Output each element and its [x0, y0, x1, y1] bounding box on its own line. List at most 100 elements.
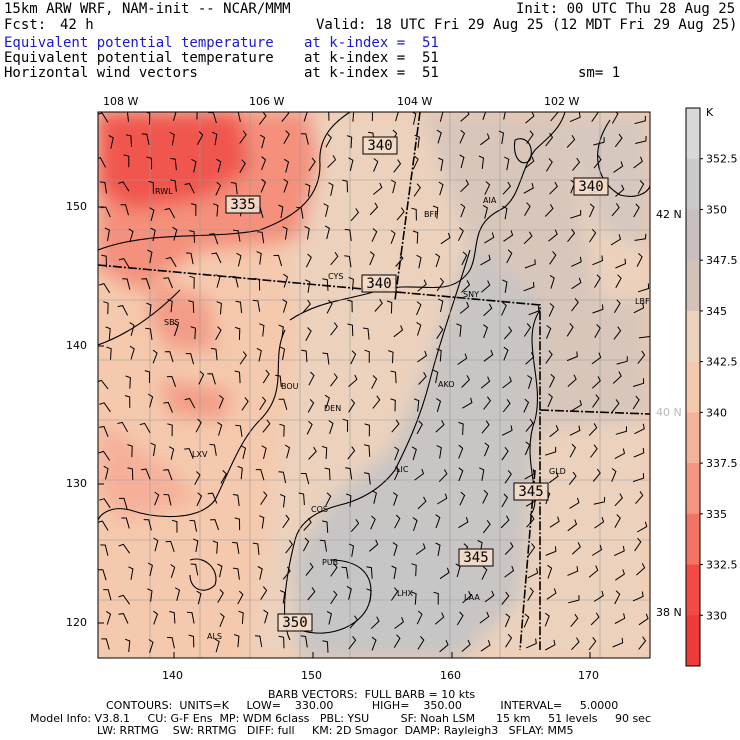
wind-barb — [372, 395, 381, 409]
colorbar-label: 350 — [706, 203, 727, 216]
wind-barb — [484, 590, 495, 603]
wind-barb — [414, 134, 420, 149]
wind-barb — [348, 398, 356, 413]
wind-barb — [568, 471, 577, 486]
contour-label-340: 340 — [362, 136, 398, 155]
wind-barb — [262, 419, 271, 433]
wind-barb — [525, 418, 534, 432]
wind-barb — [461, 251, 468, 266]
wind-barb — [634, 537, 642, 552]
wind-barb — [526, 130, 534, 144]
wind-barb — [569, 425, 581, 436]
wind-barb — [163, 277, 173, 289]
wind-barb — [483, 396, 492, 410]
wind-barb — [98, 520, 109, 531]
wind-barb — [348, 157, 354, 172]
wind-barb — [278, 398, 288, 410]
colorbar-segment — [686, 361, 700, 413]
wind-barb — [279, 346, 286, 360]
wind-barb — [544, 204, 554, 217]
wind-barb — [568, 595, 580, 604]
wind-barb — [394, 617, 405, 629]
wind-barb — [416, 301, 422, 316]
wind-barb — [502, 205, 508, 220]
wind-barb — [173, 322, 179, 337]
wind-barb — [461, 639, 471, 652]
wind-barb — [638, 613, 649, 626]
wind-barb — [98, 283, 111, 294]
colorbar-segment — [686, 260, 700, 312]
wind-barb — [186, 611, 195, 624]
wind-barb — [527, 568, 539, 579]
wind-barb — [588, 565, 599, 578]
wind-barb — [118, 613, 129, 624]
wind-barb — [322, 640, 329, 653]
wind-barb — [285, 540, 294, 554]
wind-barb — [330, 322, 338, 336]
colorbar-segment — [686, 463, 700, 515]
wind-barb — [462, 590, 472, 604]
wind-barb — [637, 283, 650, 293]
wind-barb — [275, 374, 282, 388]
colorbar-label: 352.5 — [706, 153, 738, 166]
wind-barb — [482, 112, 487, 120]
wind-barb — [254, 635, 263, 648]
y-tick-150: 150 — [66, 200, 87, 213]
wind-barb — [216, 158, 222, 173]
contour-legend: CONTOURS: UNITS=K LOW= 330.00 HIGH= 350.… — [106, 699, 619, 712]
wind-barb — [217, 421, 223, 436]
wind-barb — [636, 563, 646, 576]
wind-barb — [230, 182, 238, 195]
city-label-lxv: LXV — [192, 450, 208, 459]
wind-barb — [259, 323, 265, 337]
wind-barb — [209, 233, 219, 245]
wind-barb — [184, 448, 194, 459]
contour-value-labels: 335 340 340 340 345 345 350 — [225, 136, 609, 632]
wind-barb — [237, 112, 241, 123]
wind-barb — [147, 588, 153, 602]
wind-barb — [196, 590, 202, 605]
wind-barb — [170, 564, 176, 578]
wind-barb — [165, 540, 175, 553]
wind-barb — [342, 418, 349, 432]
y-tick-120: 120 — [66, 616, 87, 629]
wind-barb — [172, 226, 178, 241]
wind-barb — [366, 566, 373, 579]
wind-barb — [370, 515, 376, 530]
wind-barb — [193, 538, 199, 552]
wind-barb — [148, 393, 154, 408]
wind-barb — [462, 397, 473, 409]
wind-barb — [163, 469, 173, 481]
wind-barb — [459, 154, 465, 169]
wind-barb — [260, 586, 268, 600]
city-label-als: ALS — [207, 632, 222, 641]
wind-barb — [549, 425, 559, 438]
field-1-name: Equivalent potential temperature — [4, 35, 274, 51]
wind-barb — [501, 301, 507, 316]
wind-barb — [304, 226, 310, 240]
wind-barb — [456, 611, 464, 626]
wind-barb — [303, 517, 312, 531]
wind-barb — [614, 590, 621, 605]
wind-barb — [591, 544, 603, 556]
wind-barb — [103, 465, 109, 480]
wind-barb — [457, 227, 464, 242]
wind-barb — [259, 134, 266, 149]
wind-barb — [304, 279, 311, 293]
wind-barb — [504, 613, 511, 628]
wind-barb — [566, 322, 574, 337]
lon-label-104w: 104 W — [397, 95, 433, 108]
axis-ticks — [98, 206, 591, 658]
wind-barb — [636, 253, 643, 267]
wind-barb — [215, 326, 222, 340]
wind-barb — [504, 156, 510, 171]
wind-barb — [614, 613, 626, 624]
wind-barb — [119, 497, 128, 510]
wind-barb — [234, 517, 241, 531]
wind-barb — [503, 112, 506, 120]
wind-barb — [545, 132, 554, 147]
wind-barb — [372, 182, 383, 195]
wind-barb — [435, 542, 441, 557]
wind-barb — [212, 131, 218, 146]
wind-barb — [238, 610, 244, 624]
